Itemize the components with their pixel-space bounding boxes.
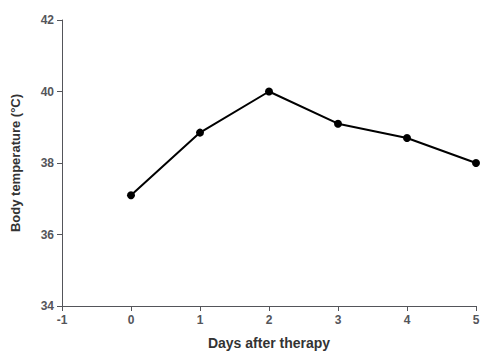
svg-text:40: 40 xyxy=(41,85,55,99)
svg-text:Body temperature (°C): Body temperature (°C) xyxy=(8,94,23,232)
svg-text:-1: -1 xyxy=(57,313,68,327)
svg-text:2: 2 xyxy=(266,313,273,327)
svg-text:5: 5 xyxy=(473,313,480,327)
svg-text:38: 38 xyxy=(41,156,55,170)
svg-text:4: 4 xyxy=(404,313,411,327)
svg-text:3: 3 xyxy=(335,313,342,327)
svg-text:1: 1 xyxy=(197,313,204,327)
svg-text:34: 34 xyxy=(41,299,55,313)
svg-text:Days after therapy: Days after therapy xyxy=(208,335,330,351)
svg-text:36: 36 xyxy=(41,228,55,242)
svg-text:0: 0 xyxy=(128,313,135,327)
svg-text:42: 42 xyxy=(41,13,55,27)
